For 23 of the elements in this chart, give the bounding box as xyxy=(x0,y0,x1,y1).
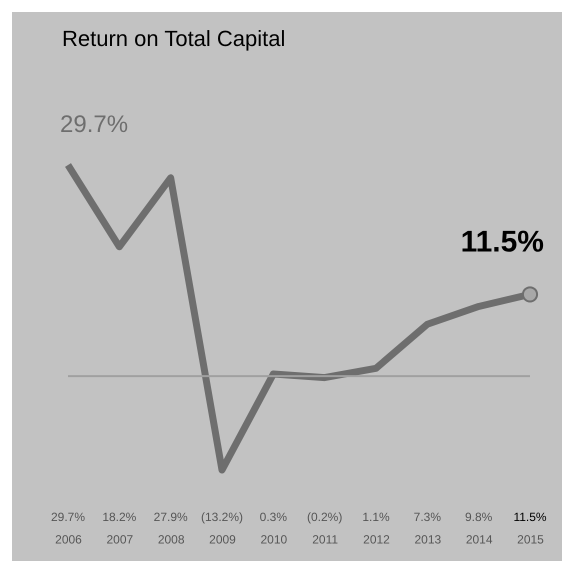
x-tick-label: 2013 xyxy=(414,532,442,546)
data-label: 11.5% xyxy=(513,510,547,524)
x-tick-label: 2010 xyxy=(260,532,288,546)
data-label: 9.8% xyxy=(464,510,493,524)
x-tick-label: 2011 xyxy=(312,532,338,546)
x-tick-label: 2012 xyxy=(363,532,390,546)
x-tick-label: 2015 xyxy=(517,532,544,546)
chart-title: Return on Total Capital xyxy=(62,26,286,51)
data-label: 0.3% xyxy=(260,510,288,524)
annotation: 29.7% xyxy=(60,111,128,138)
data-label: (0.2%) xyxy=(306,510,342,524)
x-tick-label: 2006 xyxy=(55,532,82,546)
data-label: 18.2% xyxy=(102,510,137,524)
data-label: 29.7% xyxy=(50,510,86,524)
x-tick-label: 2009 xyxy=(209,532,236,546)
data-label: 7.3% xyxy=(414,510,442,524)
data-label: 1.1% xyxy=(362,510,390,524)
x-tick-label: 2008 xyxy=(158,532,185,546)
data-label: (13.2%) xyxy=(200,510,244,524)
x-tick-label: 2007 xyxy=(106,532,134,546)
data-label: 27.9% xyxy=(154,510,188,524)
annotation: 11.5% xyxy=(460,225,544,258)
x-tick-label: 2014 xyxy=(466,532,493,546)
